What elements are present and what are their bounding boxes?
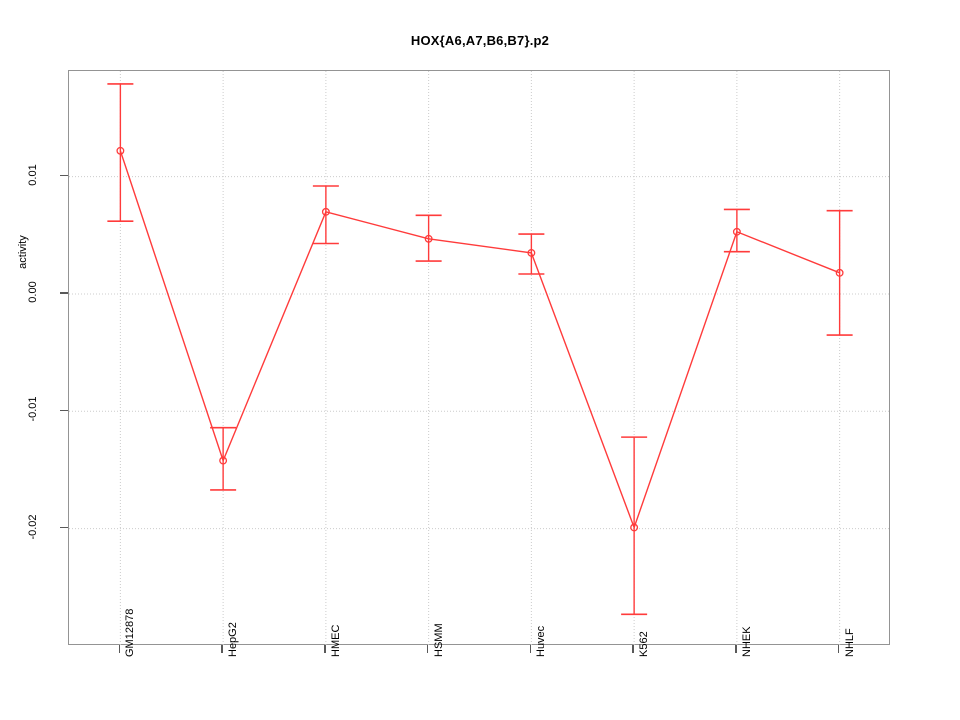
x-tick-label: HSMM [432,623,445,657]
x-tick-mark [221,645,223,653]
gridlines-group [69,71,891,646]
data-point-marker[interactable] [732,227,741,236]
data-point-marker[interactable] [630,523,639,532]
y-tick-mark [60,526,68,529]
y-tick-label: 0.01 [27,163,39,186]
x-tick-label: NHLF [843,628,856,657]
data-point-marker[interactable] [424,234,433,243]
x-tick-label: NHEK [740,626,753,657]
data-point-marker[interactable] [527,248,536,257]
y-tick-label: -0.02 [27,514,39,540]
y-tick-mark [60,174,68,177]
x-tick-label: K562 [638,631,651,657]
chart-plot-svg [69,71,891,646]
y-tick-label: -0.01 [27,396,39,422]
x-tick-mark [837,645,840,653]
x-tick-mark [118,645,121,653]
series-line [119,150,840,530]
data-point-marker[interactable] [116,146,125,155]
data-point-marker[interactable] [835,268,844,277]
x-tick-mark [324,645,326,653]
x-tick-label: HepG2 [227,622,240,657]
y-tick-label: 0.00 [27,281,39,303]
data-point-marker[interactable] [219,456,228,465]
data-point-marker[interactable] [321,207,330,216]
plot-area [68,70,891,646]
y-tick-mark [60,292,68,294]
x-tick-mark [735,645,737,653]
x-tick-mark [426,645,429,653]
x-tick-label: Huvec [535,625,548,657]
page-title: HOX{A6,A7,B6,B7}.p2 [410,33,550,48]
x-tick-label: GM12878 [124,608,137,657]
x-tick-label: HMEC [329,624,342,657]
y-tick-mark [60,409,68,412]
data-series-group [107,83,853,616]
x-tick-mark [632,645,634,653]
x-tick-mark [529,645,532,653]
